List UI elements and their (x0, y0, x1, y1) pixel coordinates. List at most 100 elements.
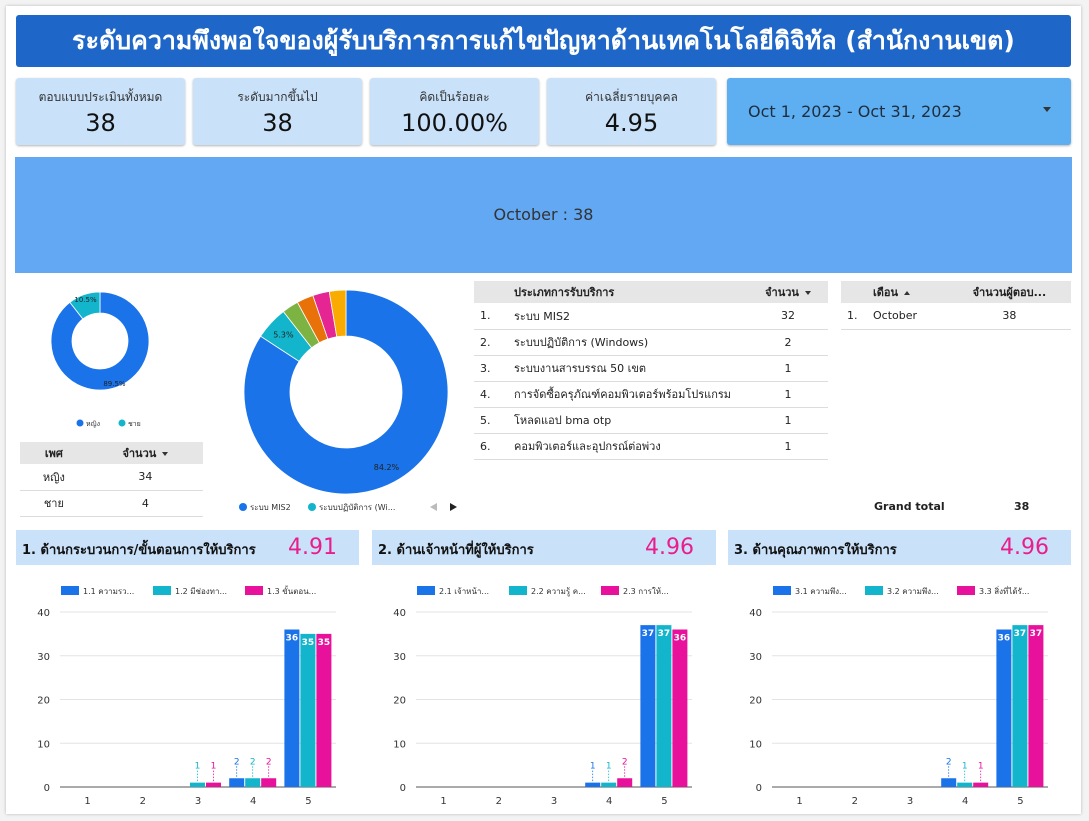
kpi-total-responses: ตอบแบบประเมินทั้งหมด 38 (16, 78, 185, 145)
donut-slice[interactable] (69, 291, 101, 320)
section-title: 3. ด้านคุณภาพการให้บริการ (734, 543, 897, 558)
column-header-label: จำนวน (765, 286, 799, 299)
legend-prev-icon[interactable] (430, 503, 437, 511)
bar-chart-process[interactable]: 1.1 ความรว... 1.2 มีช่องทา... 1.3 ขั้นตอน.… (16, 575, 359, 805)
bar[interactable] (672, 629, 688, 788)
sort-up-icon[interactable] (904, 291, 911, 295)
bar-value-label: 1 (962, 762, 968, 772)
y-tick-label: 0 (400, 783, 406, 794)
bar-chart-staff[interactable]: 2.1 เจ้าหน้า... 2.2 ความรู้ ค... 2.3 การให… (372, 575, 716, 805)
bar[interactable] (284, 629, 300, 788)
table-row[interactable]: 3. ระบบงานสารบรรณ 50 เขต 1 (474, 355, 828, 382)
x-tick-label: 5 (1017, 796, 1023, 805)
column-header-label: จำนวน (122, 447, 157, 460)
bar-value-label: 2 (622, 757, 628, 767)
bar[interactable] (316, 633, 332, 787)
legend-swatch (773, 586, 791, 595)
legend-swatch (865, 586, 883, 595)
table-row[interactable]: 6. คอมพิวเตอร์และอุปกรณ์ต่อพ่วง 1 (474, 433, 828, 460)
table-cell: ชาย (20, 490, 88, 517)
bar[interactable] (656, 625, 672, 787)
bar[interactable] (206, 782, 221, 787)
x-tick-label: 4 (250, 796, 256, 805)
donut-slice[interactable] (243, 289, 449, 495)
table-header-row: เพศ จำนวน (20, 442, 203, 464)
column-header-count[interactable]: จำนวน (87, 442, 203, 464)
table-row[interactable]: ชาย 4 (20, 490, 203, 517)
bar[interactable] (601, 782, 617, 787)
table-row[interactable]: 2. ระบบปฏิบัติการ (Windows) 2 (474, 329, 828, 356)
bar[interactable] (261, 778, 277, 787)
sort-down-icon[interactable] (804, 291, 811, 295)
column-header-label: ประเภทการรับบริการ (514, 286, 615, 299)
bar-value-label: 35 (302, 638, 315, 648)
y-tick-label: 40 (37, 608, 50, 619)
bar-value-label: 37 (1014, 629, 1027, 639)
legend-next-icon[interactable] (450, 503, 457, 511)
legend-label: 1.2 มีช่องทา... (175, 587, 227, 596)
legend-swatch (76, 419, 84, 427)
table-row[interactable]: 1. ระบบ MIS2 32 (474, 303, 828, 330)
column-header-service-type[interactable]: ประเภทการรับบริการ (508, 281, 748, 303)
x-tick-label: 4 (606, 796, 612, 805)
sort-down-icon[interactable] (162, 452, 169, 456)
bar[interactable] (229, 778, 245, 787)
legend-label: 2.2 ความรู้ ค... (531, 587, 586, 597)
section-header-staff: 2. ด้านเจ้าหน้าที่ผู้ให้บริการ 4.96 (372, 530, 716, 565)
column-header-responders[interactable]: จำนวนผู้ตอบ... (947, 281, 1071, 303)
bar[interactable] (957, 782, 973, 787)
slice-label: 10.5% (74, 296, 97, 304)
column-header-count[interactable]: จำนวน (748, 281, 828, 303)
table-cell: 2 (748, 329, 828, 356)
legend-label: 3.1 ความพึง... (795, 587, 847, 596)
bar-value-label: 1 (978, 762, 984, 772)
table-row[interactable]: หญิง 34 (20, 464, 203, 491)
bar[interactable] (1028, 625, 1044, 787)
donut-slice[interactable] (328, 289, 347, 338)
kpi-average: ค่าเฉลี่ยรายบุคคล 4.95 (547, 78, 716, 145)
table-cell: 1 (748, 407, 828, 434)
y-tick-label: 30 (393, 652, 406, 663)
bar[interactable] (617, 778, 633, 787)
donut-slice[interactable] (50, 291, 150, 391)
column-header-gender[interactable]: เพศ (20, 442, 88, 464)
bar-chart-quality[interactable]: 3.1 ความพึง... 3.2 ความพึง... 3.3 สิ่งที่ไ… (728, 575, 1071, 805)
y-tick-label: 20 (37, 696, 50, 707)
bar[interactable] (996, 629, 1012, 788)
legend-swatch (417, 586, 435, 595)
bar[interactable] (1012, 625, 1028, 787)
kpi-label: ระดับมากขึ้นไป (237, 90, 318, 104)
date-range-picker[interactable]: Oct 1, 2023 - Oct 31, 2023 (727, 78, 1071, 145)
table-cell: 32 (748, 303, 828, 330)
grand-total-label: Grand total (874, 500, 945, 513)
bar[interactable] (245, 778, 261, 787)
x-tick-label: 2 (852, 796, 858, 805)
column-header-label: จำนวนผู้ตอบ... (972, 286, 1047, 299)
bar[interactable] (941, 778, 957, 787)
table-header-row: เดือน จำนวนผู้ตอบ... (841, 281, 1071, 303)
bar[interactable] (973, 782, 989, 787)
column-header-label: เดือน (873, 286, 899, 299)
report-title: ระดับความพึงพอใจของผู้รับบริการการแก้ไขป… (16, 15, 1071, 67)
table-row[interactable]: 4. การจัดซื้อครุภัณฑ์คอมพิวเตอร์พร้อมโปรแ… (474, 381, 828, 408)
kpi-value: 38 (262, 109, 293, 137)
table-cell: ระบบ MIS2 (508, 303, 748, 330)
table-row[interactable]: 1. October 38 (841, 303, 1071, 330)
legend-label: ระบบปฏิบัติการ (Wi... (319, 503, 395, 512)
bar[interactable] (640, 625, 656, 787)
service-donut-chart[interactable]: 84.2% 5.3% ระบบ MIS2 ระบบปฏิบัติการ (Wi... (232, 282, 467, 517)
chevron-down-icon[interactable] (1043, 107, 1051, 112)
legend-label: หญิง (86, 420, 100, 428)
bar[interactable] (190, 782, 205, 787)
table-cell: 1. (841, 303, 867, 330)
y-tick-label: 30 (37, 652, 50, 663)
section-score: 4.96 (1000, 535, 1049, 560)
table-row[interactable]: 5. โหลดแอป bma otp 1 (474, 407, 828, 434)
bar[interactable] (300, 633, 316, 787)
x-tick-label: 1 (440, 796, 446, 805)
month-table-container: เดือน จำนวนผู้ตอบ... 1. October 38 (841, 281, 1071, 330)
column-header-month[interactable]: เดือน (867, 281, 948, 303)
bar[interactable] (585, 782, 601, 787)
month-summary-band[interactable]: October : 38 (15, 157, 1072, 273)
gender-donut-chart[interactable]: 89.5% 10.5% หญิง ชาย (40, 285, 180, 435)
